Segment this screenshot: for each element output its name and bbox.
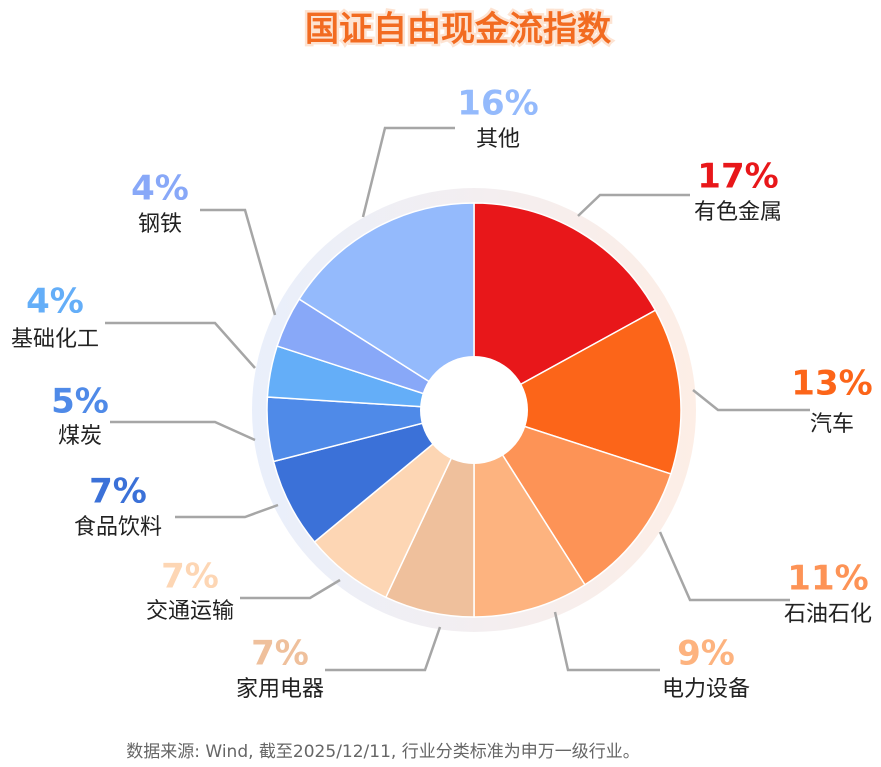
value-label: 7% [89, 472, 147, 512]
pie-slice [298, 202, 475, 412]
leader-line [361, 126, 455, 218]
value-label: 5% [51, 382, 109, 422]
value-label: 4% [26, 282, 84, 322]
leader-line [240, 578, 341, 600]
category-label: 食品饮料 [74, 515, 162, 540]
category-label: 有色金属 [694, 200, 782, 225]
value-label: 16% [457, 84, 538, 124]
value-label: 7% [251, 634, 309, 674]
category-label: 汽车 [810, 412, 854, 437]
leader-line [175, 503, 279, 519]
chart-title: 国证自由现金流指数 [305, 10, 611, 50]
pie-slice [473, 202, 657, 412]
value-label: 4% [131, 169, 189, 209]
source-note: 数据来源: Wind, 截至2025/12/11, 行业分类标准为申万一级行业。 [126, 742, 639, 762]
donut-hole [420, 356, 528, 464]
leader-line [658, 531, 790, 602]
category-label: 煤炭 [58, 424, 102, 449]
category-label: 交通运输 [146, 599, 234, 624]
category-label: 钢铁 [138, 212, 182, 237]
leader-line [105, 321, 256, 369]
pie-slice [472, 309, 682, 475]
leader-line [200, 208, 277, 316]
leader-line [692, 389, 810, 412]
value-label: 17% [697, 157, 778, 197]
category-label: 石油石化 [784, 602, 872, 627]
pie-slice [472, 408, 672, 586]
leader-line [577, 193, 690, 217]
category-label: 家用电器 [236, 677, 324, 702]
value-label: 13% [791, 364, 872, 404]
leader-line [553, 611, 660, 672]
category-label: 其他 [476, 127, 520, 152]
leader-line [325, 626, 442, 672]
category-label: 电力设备 [662, 677, 750, 702]
leader-line [110, 420, 256, 442]
value-label: 11% [787, 559, 868, 599]
value-label: 7% [161, 557, 219, 597]
value-label: 9% [677, 634, 735, 674]
category-label: 基础化工 [11, 327, 99, 352]
pie-slice [473, 407, 586, 618]
